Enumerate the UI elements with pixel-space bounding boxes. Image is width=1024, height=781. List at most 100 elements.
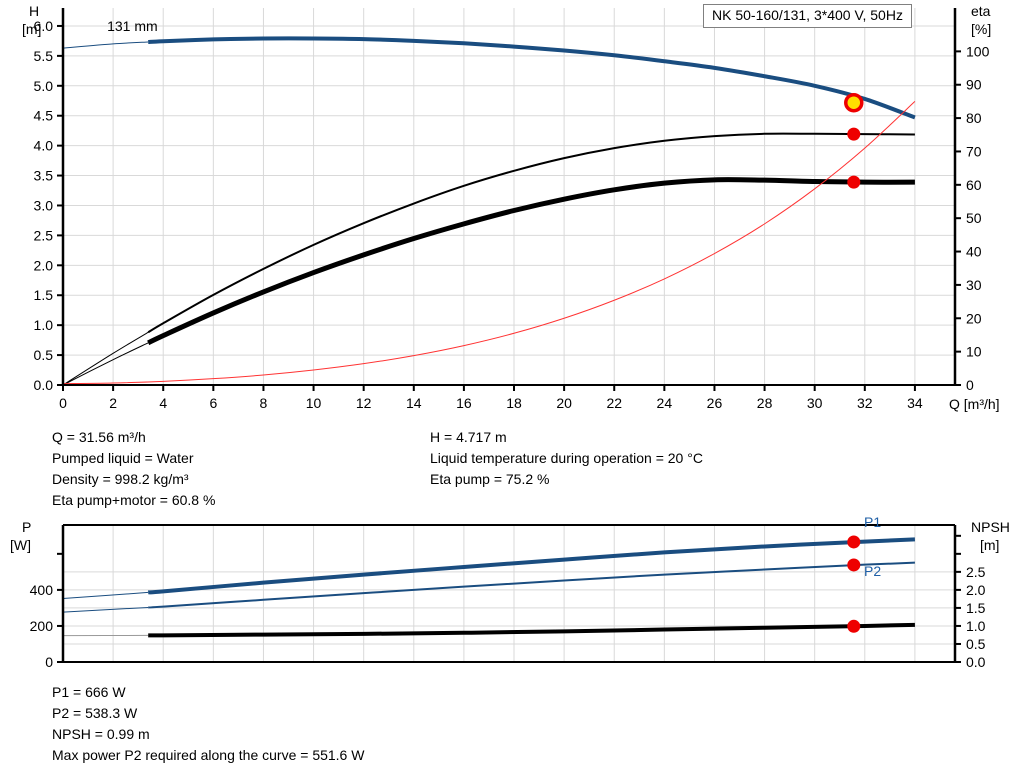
tick-label: 60 <box>966 177 982 193</box>
tick-label: 70 <box>966 143 982 159</box>
power-npsh-chart: 0 200 400 0.0 0.5 1.0 1.5 2.0 2.5 <box>0 515 1024 675</box>
tick-label: 0.0 <box>34 377 54 393</box>
curve-eta-pump <box>147 132 915 334</box>
tick-label: 6.0 <box>34 18 54 34</box>
curve-head-131-mm-impeller- <box>148 36 916 120</box>
p-axis-caption: P <box>22 519 32 535</box>
chart-title-box: NK 50-160/131, 3*400 V, 50Hz <box>703 4 912 28</box>
tick-label: 2.0 <box>966 582 986 598</box>
duty-point-eta-pump-motor <box>847 175 861 189</box>
info-line: NPSH = 0.99 m <box>52 726 150 742</box>
tick-label: 32 <box>857 395 873 411</box>
info-line: P1 = 666 W <box>52 684 126 700</box>
h-axis-caption: H <box>29 3 40 19</box>
tick-label: 0 <box>45 654 53 670</box>
tick-label: 3.0 <box>34 197 54 213</box>
tick-label: 50 <box>966 210 982 226</box>
tick-label: 0.0 <box>966 654 986 670</box>
duty-point-info-bottom: P1 = 666 W P2 = 538.3 W NPSH = 0.99 m Ma… <box>52 682 364 766</box>
tick-label: 1.0 <box>966 618 986 634</box>
p-axis-unit: [W] <box>10 537 31 553</box>
tick-label: 0.5 <box>966 636 986 652</box>
info-line: Eta pump+motor = 60.8 % <box>52 492 216 508</box>
duty-point-info-top: Q = 31.56 m³/h Pumped liquid = Water Den… <box>52 427 703 511</box>
tick-label: 16 <box>456 395 472 411</box>
eta-axis-unit: [%] <box>971 21 992 37</box>
curve-npsh <box>62 101 916 385</box>
info-line: Max power P2 required along the curve = … <box>52 747 365 763</box>
tick-label: 3.5 <box>34 168 54 184</box>
info-line: Pumped liquid = Water <box>52 450 194 466</box>
tick-label: 40 <box>966 244 982 260</box>
curve-p1 <box>148 537 915 595</box>
head-efficiency-plot: 0.0 0.5 1.0 1.5 2.0 2.5 3.0 3.5 4.0 4.5 5.0 5.5 6.0 0… <box>34 8 990 411</box>
tick-label: 400 <box>30 582 54 598</box>
duty-point-eta-pump <box>847 127 861 141</box>
tick-label: 20 <box>556 395 572 411</box>
tick-label: 30 <box>807 395 823 411</box>
tick-label: 5.5 <box>34 48 54 64</box>
curve-npsh <box>148 622 915 638</box>
tick-label: 100 <box>966 43 990 59</box>
tick-label: 2.5 <box>34 227 54 243</box>
tick-label: 20 <box>966 310 982 326</box>
tick-label: 5.0 <box>34 78 54 94</box>
tick-label: 18 <box>506 395 522 411</box>
tick-label: 8 <box>260 395 268 411</box>
curve-extension <box>62 41 149 49</box>
info-line: Q = 31.56 m³/h <box>52 429 146 445</box>
tick-label: 0 <box>966 377 974 393</box>
tick-label: 0.5 <box>34 347 54 363</box>
tick-label: 22 <box>606 395 622 411</box>
tick-label: 10 <box>966 344 982 360</box>
tick-label: 200 <box>30 618 54 634</box>
info-line: H = 4.717 m <box>430 429 507 445</box>
h-axis-unit: [m] <box>22 21 42 37</box>
info-top-column-1: Q = 31.56 m³/h Pumped liquid = Water Den… <box>52 427 215 511</box>
info-line: Density = 998.2 kg/m³ <box>52 471 189 487</box>
series-tag-p2: P2 <box>864 563 882 579</box>
tick-label: 24 <box>657 395 673 411</box>
npsh-axis-caption: NPSH <box>971 519 1010 535</box>
curve-extension <box>62 591 149 600</box>
info-line: Liquid temperature during operation = 20… <box>430 450 703 466</box>
series-tag-p1: P1 <box>864 514 882 530</box>
q-axis-caption: Q [m³/h] <box>949 396 1000 412</box>
curve-extension <box>62 342 149 386</box>
tick-label: 12 <box>356 395 372 411</box>
tick-label: 0 <box>59 395 67 411</box>
tick-label: 90 <box>966 77 982 93</box>
tick-label: 30 <box>966 277 982 293</box>
npsh-axis-unit: [m] <box>980 537 1000 553</box>
tick-label: 80 <box>966 110 982 126</box>
curve-eta-pump-motor <box>147 177 915 346</box>
duty-point-p1 <box>847 535 861 549</box>
tick-label: 4 <box>159 395 167 411</box>
tick-label: 28 <box>757 395 773 411</box>
curve-extension <box>62 331 149 386</box>
eta-axis-caption: eta <box>971 3 991 19</box>
info-line: P2 = 538.3 W <box>52 705 138 721</box>
info-line: Eta pump = 75.2 % <box>430 471 550 487</box>
curve-extension <box>62 606 149 613</box>
info-top-column-2: H = 4.717 m Liquid temperature during op… <box>430 427 703 490</box>
tick-label: 4.0 <box>34 138 54 154</box>
impeller-size-label: 131 mm <box>107 18 158 34</box>
tick-label: 14 <box>406 395 422 411</box>
tick-label: 4.5 <box>34 108 54 124</box>
duty-point-p2 <box>847 558 861 572</box>
tick-label: 2.0 <box>34 257 54 273</box>
tick-label: 6 <box>209 395 217 411</box>
tick-label: 26 <box>707 395 723 411</box>
tick-label: 1.5 <box>966 600 986 616</box>
tick-label: 1.5 <box>34 287 54 303</box>
tick-label: 1.0 <box>34 317 54 333</box>
duty-point-npsh <box>847 619 861 633</box>
curve-p2 <box>148 561 915 609</box>
tick-label: 10 <box>306 395 322 411</box>
duty-point-head <box>844 92 864 113</box>
tick-label: 2.5 <box>966 564 986 580</box>
power-npsh-plot: 0 200 400 0.0 0.5 1.0 1.5 2.0 2.5 <box>30 524 986 670</box>
tick-label: 34 <box>907 395 923 411</box>
tick-label: 2 <box>109 395 117 411</box>
